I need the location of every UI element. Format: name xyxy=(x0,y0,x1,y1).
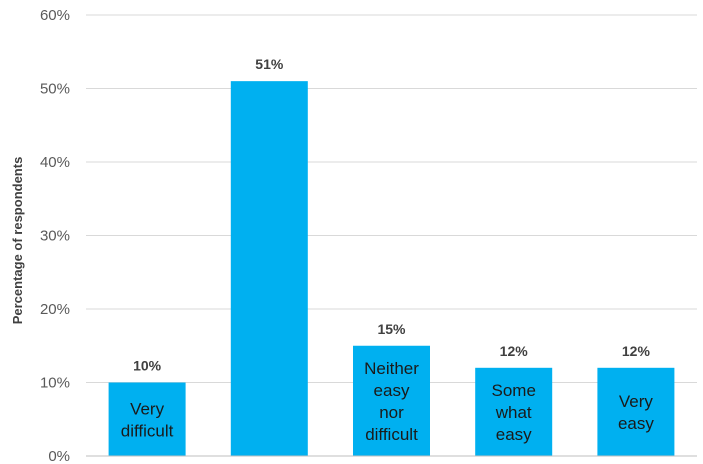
y-axis-tick-labels: 0% 10% 20% 30% 40% 50% 60% xyxy=(40,7,70,464)
y-tick-label: 20% xyxy=(40,301,70,318)
data-label: 12% xyxy=(622,343,651,359)
y-axis-title: Percentage of respondents xyxy=(10,157,25,325)
data-label: 12% xyxy=(500,343,529,359)
data-label: 51% xyxy=(255,56,284,72)
bars xyxy=(108,81,675,457)
bar xyxy=(108,382,186,456)
bar xyxy=(475,367,553,456)
bar-category-label: Very easy xyxy=(618,392,654,433)
bar xyxy=(230,81,308,457)
bar-category-label-line: difficult xyxy=(365,425,418,444)
bar-category-label-line: Neither xyxy=(364,359,419,378)
bar-category-label-line: difficult xyxy=(121,421,174,440)
bar-category-label-line: nor xyxy=(379,403,404,422)
bar-category-label-line: easy xyxy=(618,414,654,433)
bar xyxy=(353,345,430,456)
bar-category-label-line: Very xyxy=(619,392,654,411)
bar-category-label: Very difficult xyxy=(121,399,174,440)
data-label: 10% xyxy=(133,358,162,374)
y-tick-label: 50% xyxy=(40,81,70,98)
bar-category-label-line: Very xyxy=(130,399,165,418)
bar-category-label-line: easy xyxy=(374,381,410,400)
y-tick-label: 0% xyxy=(48,448,70,464)
bar-category-label-line: what xyxy=(495,403,532,422)
bar-category-label-line: easy xyxy=(496,425,532,444)
bar-category-label-line: Some xyxy=(491,381,535,400)
gridlines xyxy=(86,14,697,383)
bar-category-labels: Very difficult Neither easy nor difficult Some… xyxy=(121,359,655,444)
data-label: 15% xyxy=(377,321,406,337)
y-tick-label: 10% xyxy=(40,375,70,392)
bar xyxy=(597,367,675,456)
data-labels: 10% 51% 15% 12% 12% xyxy=(133,56,650,373)
y-tick-label: 40% xyxy=(40,154,70,171)
bar-category-label: Neither easy nor difficult xyxy=(364,359,419,444)
bar-category-label: Some what easy xyxy=(491,381,535,444)
y-tick-label: 30% xyxy=(40,228,70,245)
y-tick-label: 60% xyxy=(40,7,70,24)
